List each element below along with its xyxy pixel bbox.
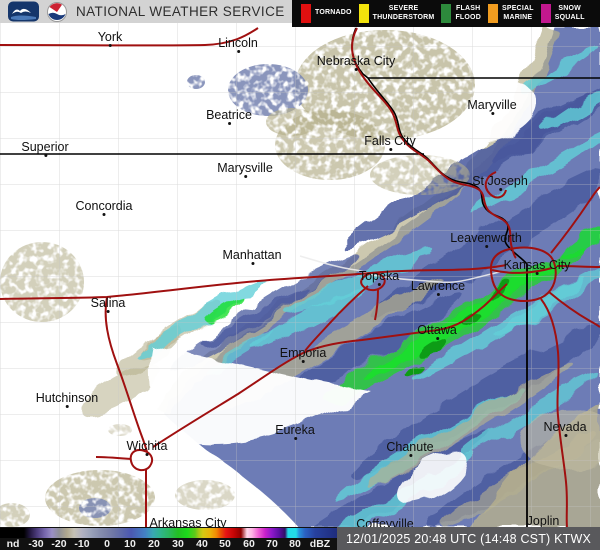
scale-tick: 80 [289,538,301,550]
scale-tick: 60 [243,538,255,550]
warning-swatch [441,4,452,23]
missouri-river [351,27,528,265]
scale-tick: -30 [28,538,44,550]
scale-tick: 30 [172,538,184,550]
warning-legend-item: SNOW SQUALL [540,4,585,23]
scale-tick: 0 [104,538,110,550]
scale-tick: dBZ [309,538,331,550]
warning-legend: TORNADO SEVERE THUNDERSTORM FLASH FLOOD … [292,0,600,27]
warning-legend-item: SPECIAL MARINE [487,4,534,23]
warning-label: SPECIAL MARINE [501,5,534,21]
warning-legend-item: FLASH FLOOD [441,4,481,23]
radar-map-canvas [0,23,600,550]
nws-logo [47,1,67,22]
reflectivity-gradient [0,528,337,538]
warning-label: FLASH FLOOD [455,5,481,21]
warning-swatch [358,4,369,23]
agency-title: NATIONAL WEATHER SERVICE [76,4,285,19]
scale-tick: 70 [266,538,278,550]
scale-tick: -10 [74,538,90,550]
warning-legend-item: SEVERE THUNDERSTORM [358,4,435,23]
scale-tick: 50 [219,538,231,550]
scale-tick: 20 [148,538,160,550]
warning-label: TORNADO [315,9,352,17]
timestamp-label: 12/01/2025 20:48 UTC (14:48 CST) KTWX [345,531,591,546]
warning-swatch [487,4,498,23]
scale-tick: 10 [124,538,136,550]
scale-tick: 40 [196,538,208,550]
scale-tick: -20 [51,538,67,550]
warning-swatch [301,4,311,23]
timestamp-box: 12/01/2025 20:48 UTC (14:48 CST) KTWX [337,527,600,550]
warning-label: SEVERE THUNDERSTORM [372,5,435,21]
warning-swatch [540,4,551,23]
reflectivity-scale: nd -30 -20 -10 0 10 20 30 40 [0,527,337,550]
noaa-logo [8,1,39,22]
kansas-river [299,255,501,284]
warning-legend-item: TORNADO [301,4,352,23]
highways [0,27,600,528]
bottom-bar: nd -30 -20 -10 0 10 20 30 40 [0,527,600,550]
warning-label: SNOW SQUALL [554,5,585,21]
scale-tick: nd [6,538,20,550]
state-borders [0,27,600,527]
county-grid [0,23,600,550]
radar-map[interactable] [0,23,600,550]
